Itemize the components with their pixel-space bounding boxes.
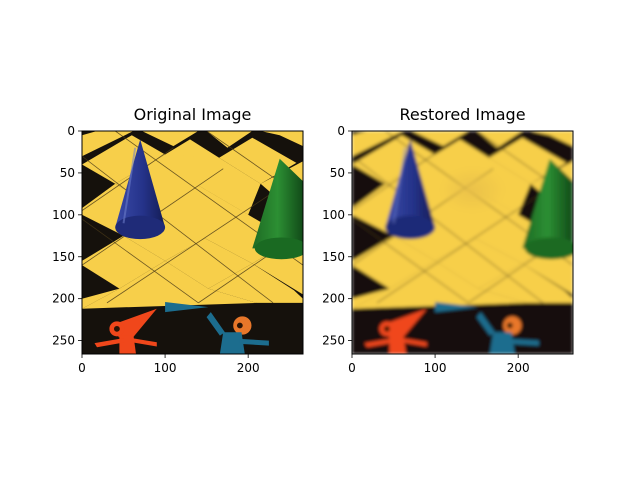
blue-figure-eye — [506, 322, 513, 329]
board-tile — [435, 238, 523, 289]
y-tick-label: 250 — [322, 334, 345, 348]
y-tick-label: 0 — [337, 124, 345, 138]
board-grid-line — [352, 155, 544, 304]
image-restored — [352, 131, 573, 354]
orange-figure-hat — [115, 308, 157, 339]
orange-figure-eye — [383, 325, 390, 332]
orange-figure-arm-left — [94, 338, 126, 348]
board-grid-line — [352, 218, 469, 304]
x-tick-label: 200 — [237, 361, 260, 375]
panel-title-restored: Restored Image — [399, 105, 525, 124]
board-tile — [82, 131, 134, 157]
board-tile — [141, 131, 199, 147]
x-tick-label: 0 — [348, 361, 356, 375]
orange-figure-arm-right — [131, 338, 157, 347]
y-tick-label: 50 — [60, 166, 75, 180]
blue-cone — [115, 139, 166, 228]
orange-figure-hat — [385, 308, 427, 339]
board-tile — [530, 131, 573, 147]
board-tile — [352, 260, 527, 309]
board-grid-line — [376, 189, 548, 304]
panel-title-original: Original Image — [134, 105, 252, 124]
blue-cone-highlight — [122, 147, 137, 224]
blue-figure-body — [219, 332, 245, 354]
board-tile — [476, 131, 523, 148]
board-tile — [393, 185, 562, 264]
panel-restored: Restored Image 0 100 200 0 50 100 150 200 250 — [322, 105, 574, 375]
y-tick-label: 200 — [52, 292, 75, 306]
green-cone-base — [254, 237, 303, 260]
board-tile — [82, 235, 166, 289]
y-tick-label: 100 — [52, 208, 75, 222]
orange-figure-body — [389, 335, 406, 354]
board-tile — [165, 238, 253, 289]
board-tile — [478, 263, 573, 303]
axes-frame-original — [81, 130, 304, 355]
axis-ticks-restored: 0 100 200 0 50 100 150 200 250 — [322, 124, 530, 375]
orange-figure-arm-left — [364, 338, 396, 348]
x-tick-label: 100 — [424, 361, 447, 375]
blue-figure-arm-right — [509, 338, 539, 346]
x-tick-label: 200 — [507, 361, 530, 375]
board-tile — [411, 131, 469, 147]
orange-figure-body — [119, 335, 136, 354]
axes-frame-restored — [351, 130, 574, 355]
board-grid-line — [82, 147, 174, 211]
board-tile — [206, 131, 253, 148]
board-tile — [123, 185, 292, 264]
y-tick-label: 50 — [330, 166, 345, 180]
blue-figure-arm-left — [476, 312, 495, 336]
orange-figure-arm-right — [401, 338, 427, 347]
blue-figure-arm-right — [239, 338, 269, 346]
blue-cone-base — [385, 215, 436, 240]
blue-cone-base — [115, 215, 166, 240]
board-tile — [352, 235, 436, 289]
board-grid-line — [82, 218, 199, 304]
board-tile — [352, 288, 390, 309]
board-tile — [208, 263, 303, 303]
blue-figure-body — [489, 332, 515, 354]
board-tile — [82, 260, 257, 309]
x-tick-label: 0 — [78, 361, 86, 375]
image-original — [82, 131, 303, 354]
orange-figure-eye — [113, 325, 120, 332]
blue-figure-eye — [236, 322, 243, 329]
axis-ticks-original: 0 100 200 0 50 100 150 200 250 — [52, 124, 260, 375]
green-cone — [522, 158, 573, 249]
panel-original: Original Image 0 100 200 0 50 100 150 200 250 — [52, 105, 304, 375]
board-grid-line — [106, 189, 278, 304]
board-grid-line — [82, 155, 274, 304]
blue-cone-highlight — [392, 147, 407, 224]
blue-pointer — [165, 302, 209, 313]
green-cone-base — [524, 237, 573, 260]
blue-figure-arm-left — [206, 312, 225, 336]
green-cone — [252, 158, 303, 249]
y-tick-label: 200 — [322, 292, 345, 306]
board-tile — [260, 131, 303, 147]
x-tick-label: 100 — [154, 361, 177, 375]
y-tick-label: 0 — [67, 124, 75, 138]
y-tick-label: 250 — [52, 334, 75, 348]
board-tile — [352, 131, 404, 157]
restored-blotch — [439, 166, 506, 214]
blue-pointer — [435, 302, 479, 313]
board-tile — [82, 288, 120, 309]
y-tick-label: 150 — [322, 250, 345, 264]
y-tick-label: 150 — [52, 250, 75, 264]
y-tick-label: 100 — [322, 208, 345, 222]
blue-cone — [385, 139, 436, 228]
board-grid-line — [352, 147, 444, 211]
